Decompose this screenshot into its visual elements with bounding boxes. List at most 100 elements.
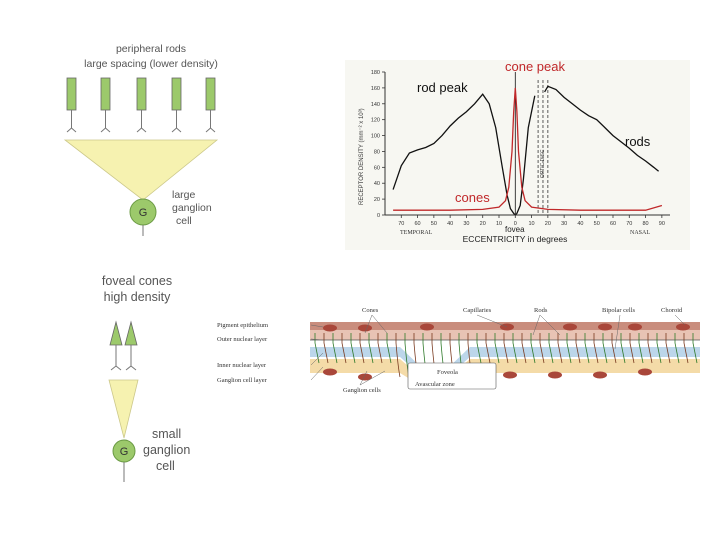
rod-cell [100,77,111,133]
ganglion-letter: G [120,446,129,458]
capillary [563,323,577,331]
photoreceptor-strand [548,333,554,364]
photoreceptor-strand [359,333,365,364]
y-tick-label: 40 [374,181,380,187]
photoreceptor-strand [539,333,545,364]
ganglion-caption-1: large [172,189,196,201]
annotation-rod-peak: rod peak [417,80,468,95]
annotation-rods: rods [625,134,651,149]
y-tick-label: 80 [374,149,380,155]
rod-cell [136,77,147,133]
photoreceptor-strand [368,333,374,364]
label-pigment-epithelium: Pigment epithelium [217,322,268,329]
photoreceptor-strand [323,333,329,364]
photoreceptor-strand [512,333,518,364]
y-tick-label: 100 [371,134,380,140]
y-tick-label: 180 [371,70,380,76]
photoreceptor-strand [665,333,671,364]
y-tick-label: 140 [371,102,380,108]
x-tick-label: 40 [447,221,453,227]
photoreceptor-strand [503,333,509,364]
label-choroid: Choroid [661,307,683,314]
capillary [358,373,372,381]
series-line-cones [393,87,663,211]
x-tick-label: 10 [529,221,535,227]
photoreceptor-strand [566,333,572,364]
photoreceptor-strand [674,333,680,364]
label-inner-nuclear: Inner nuclear layer [217,362,267,369]
chart-grid [514,72,549,215]
x-tick-label: 0 [514,221,517,227]
rod-cell [171,77,182,133]
photoreceptor-strand [494,333,500,364]
photoreceptor-strand [656,333,662,364]
x-tick-label: 20 [545,221,551,227]
blind-spot-label: OPTIC DISC [540,149,546,178]
y-tick-label: 20 [374,197,380,203]
rod-cell [205,77,216,133]
rods-title-line1: peripheral rods [116,43,186,55]
chart-series [392,85,663,216]
avascular-zone-box [407,362,497,390]
fovea-label: fovea [505,225,525,234]
ganglion-caption-1: small [152,427,181,441]
capillary [503,371,517,379]
x-tick-label: 60 [415,221,421,227]
label-ganglion-layer: Ganglion cell layer [217,377,268,384]
label-outer-nuclear: Outer nuclear layer [217,336,268,343]
side-label-temporal: TEMPORAL [400,230,433,236]
ganglion-caption-3: cell [156,459,175,473]
capillary [323,368,337,376]
side-label-nasal: NASAL [630,230,650,236]
x-tick-label: 60 [610,221,616,227]
label-avascular-zone: Avascular zone [415,381,455,388]
ganglion-caption-2: ganglion [143,443,190,457]
label-bipolar-cells: Bipolar cells [602,307,636,314]
capillary [358,324,372,332]
rod-cell [66,77,77,133]
cone-cell [109,320,123,371]
capillary [593,371,607,379]
capillary [676,323,690,331]
photoreceptor-strand [647,333,653,364]
photoreceptor-strand [593,333,599,364]
x-tick-label: 80 [643,221,649,227]
x-tick-label: 50 [431,221,437,227]
series-line-rods [392,93,536,216]
rods-diagram: peripheral rods large spacing (lower den… [55,38,245,238]
x-tick-label: 70 [398,221,404,227]
y-tick-label: 120 [371,118,380,124]
x-tick-label: 50 [594,221,600,227]
photoreceptor-strand [341,333,347,364]
photoreceptor-strand [638,333,644,364]
label-capillaries: Capillaries [463,307,492,314]
annotation-cone-peak: cone peak [505,60,565,74]
y-tick-label: 60 [374,165,380,171]
capillary [548,371,562,379]
photoreceptor-strand [377,333,383,364]
x-axis-ticks: 70 60 50 40 30 20 10 0 10 20 30 40 50 60 70 80 90 [398,215,665,227]
capillary [598,323,612,331]
capillary [323,324,337,332]
y-tick-label: 0 [377,213,380,219]
photoreceptor-strand [395,333,401,378]
inner-nuclear-layer [310,347,700,377]
label-rods: Rods [534,307,548,314]
x-tick-label: 10 [496,221,502,227]
capillary [420,323,434,331]
cones-diagram: foveal cones high density G small gangli… [85,270,210,485]
cones-title-line2: high density [104,290,171,304]
photoreceptor-strand [386,333,392,364]
photoreceptor-strand [530,333,536,364]
y-axis-label: RECEPTOR DENSITY (mm⁻² x 10³) [359,108,365,205]
photoreceptor-strand [602,333,608,364]
photoreceptor-strand [332,333,338,364]
cones-title-line1: foveal cones [102,274,172,288]
convergence-funnel [63,139,219,201]
label-ganglion-cells: Ganglion cells [343,387,381,394]
density-chart: 0 20 40 60 80 100 120 140 160 180 70 60 50 40 30 20 10 0… [345,59,690,250]
photoreceptor-strand [350,333,356,364]
photoreceptor-strand [692,333,698,364]
pigment-layer [310,330,700,340]
photoreceptor-strand [485,333,491,364]
